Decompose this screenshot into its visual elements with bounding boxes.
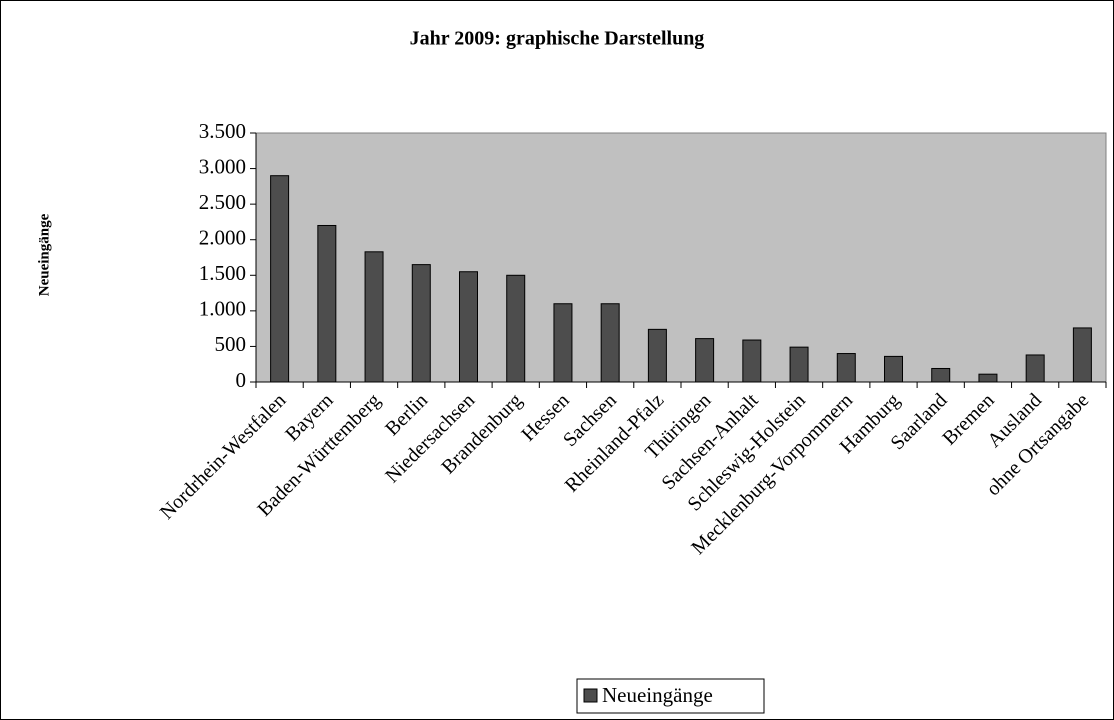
- bar: [836, 353, 856, 383]
- y-tick-label: 1.500: [199, 261, 246, 285]
- bar: [364, 251, 384, 383]
- bar: [270, 175, 290, 383]
- bar: [1025, 354, 1045, 383]
- bar: [884, 355, 903, 383]
- y-tick-label: 3.000: [199, 154, 246, 178]
- y-tick-label: 500: [215, 332, 247, 356]
- bar: [647, 328, 667, 383]
- legend-swatch: [583, 688, 598, 703]
- bar: [931, 367, 951, 383]
- bar: [317, 224, 337, 383]
- bar: [742, 339, 762, 383]
- bar: [978, 373, 998, 383]
- y-tick-label: 2.500: [199, 190, 246, 214]
- y-tick-label: 2.000: [199, 226, 246, 250]
- y-tick-label: 0: [236, 368, 247, 392]
- bar: [695, 338, 715, 383]
- bar: [411, 264, 431, 383]
- y-axis-label: Neueingänge: [36, 213, 52, 296]
- y-tick-label: 3.500: [199, 119, 246, 143]
- bar: [553, 303, 573, 383]
- bar: [789, 346, 809, 383]
- bar: [1072, 327, 1092, 383]
- y-tick-label: 1.000: [199, 297, 246, 321]
- legend-box: [576, 678, 765, 714]
- bar: [506, 274, 526, 383]
- plot-area: [255, 132, 1107, 383]
- bar: [459, 271, 478, 383]
- chart-title: Jahr 2009: graphische Darstellung: [410, 28, 705, 50]
- bar: [600, 303, 620, 383]
- legend-label: Neueingänge: [602, 683, 713, 707]
